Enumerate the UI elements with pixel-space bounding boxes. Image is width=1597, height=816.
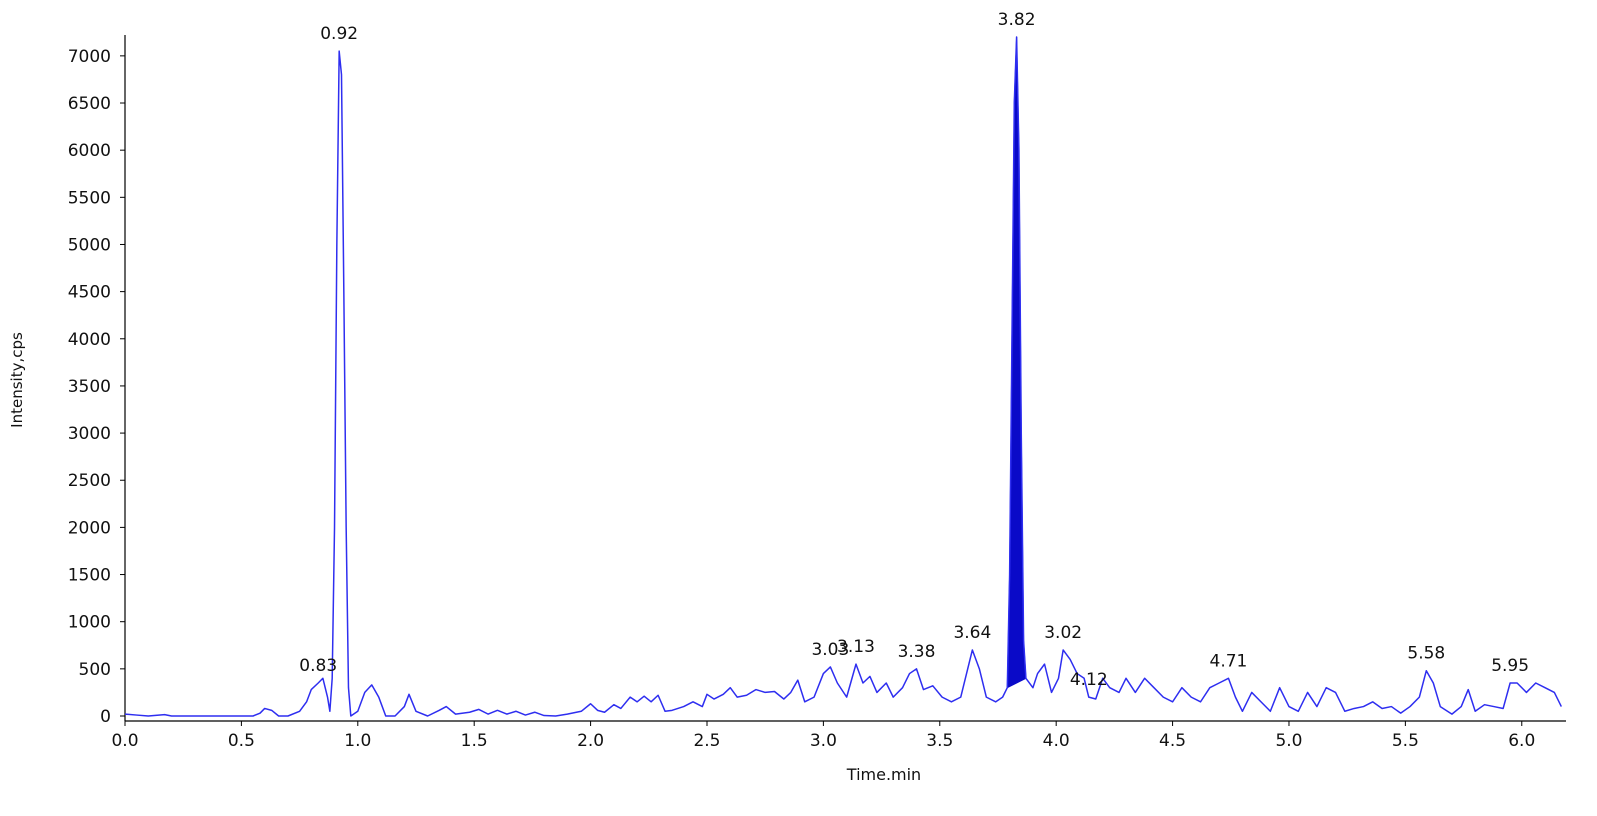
peak-label: 5.95: [1491, 656, 1529, 676]
y-axis-label: Intensity,cps: [8, 332, 26, 428]
x-tick-label: 1.5: [461, 731, 488, 751]
x-tick-label: 1.0: [344, 731, 371, 751]
y-tick-label: 1500: [68, 566, 111, 586]
x-tick-label: 0.5: [228, 731, 255, 751]
y-tick-label: 7000: [68, 47, 111, 67]
y-tick-label: 1000: [68, 613, 111, 633]
y-tick-label: 5500: [68, 188, 111, 208]
x-tick-label: 0.0: [111, 731, 138, 751]
x-tick-label: 4.5: [1159, 731, 1186, 751]
x-tick-label: 2.0: [577, 731, 604, 751]
y-tick-label: 6500: [68, 94, 111, 114]
y-tick-label: 3000: [68, 424, 111, 444]
peak-label: 3.13: [837, 637, 875, 657]
peak-label: 3.03: [811, 640, 849, 660]
y-tick-label: 6000: [68, 141, 111, 161]
peak-label: 4.71: [1210, 651, 1248, 671]
y-tick-label: 0: [100, 707, 111, 727]
x-tick-label: 3.0: [810, 731, 837, 751]
trace-line: [124, 36, 1563, 717]
y-tick-label: 2500: [68, 471, 111, 491]
y-tick-label: 3500: [68, 377, 111, 397]
x-tick-label: 3.5: [926, 731, 953, 751]
x-tick-label: 4.0: [1043, 731, 1070, 751]
y-tick-label: 500: [79, 660, 111, 680]
y-tick-label: 5000: [68, 235, 111, 255]
peak-label: 3.64: [953, 623, 991, 643]
peak-label: 3.02: [1044, 623, 1082, 643]
y-tick-label: 4500: [68, 283, 111, 303]
peak-label: 0.92: [320, 24, 358, 44]
peak-label: 4.12: [1070, 670, 1108, 690]
x-tick-label: 5.0: [1275, 731, 1302, 751]
y-tick-label: 4000: [68, 330, 111, 350]
peak-label: 3.38: [898, 642, 936, 662]
x-tick-label: 5.5: [1392, 731, 1419, 751]
x-axis-label: Time.min: [846, 765, 921, 784]
peak-label: 0.83: [299, 656, 337, 676]
peak-label: 5.58: [1407, 644, 1445, 664]
x-tick-label: 6.0: [1508, 731, 1535, 751]
peak-label: 3.82: [998, 10, 1036, 30]
y-tick-label: 2000: [68, 518, 111, 538]
x-tick-label: 2.5: [693, 731, 720, 751]
